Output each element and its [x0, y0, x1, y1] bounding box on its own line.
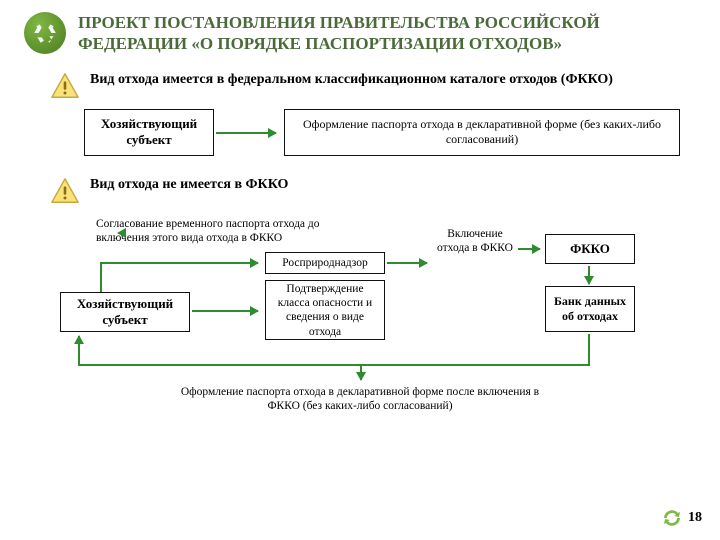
- page-number-badge: 18: [660, 506, 702, 530]
- node-confirm: Подтверждение класса опасности и сведени…: [265, 280, 385, 340]
- node-temp-passport: Согласование временного паспорта отхода …: [90, 214, 340, 248]
- node-bank: Банк данных об отходах: [545, 286, 635, 332]
- arrow-subject-to-passport: [216, 132, 276, 134]
- edge: [360, 364, 362, 380]
- section-fkko-present: Вид отхода имеется в федеральном классиф…: [0, 63, 720, 161]
- edge: [518, 248, 540, 250]
- edge: [588, 334, 590, 364]
- edge: [588, 266, 590, 284]
- node-final: Оформление паспорта отхода в декларативн…: [170, 382, 550, 416]
- node-subject-2: Хозяйствующий субъект: [60, 292, 190, 332]
- edge: [192, 310, 258, 312]
- edge: [78, 364, 590, 366]
- edge: [78, 336, 80, 364]
- box-subject-1: Хозяйствующий субъект: [84, 109, 214, 157]
- page-number: 18: [688, 510, 702, 526]
- section2-title: Вид отхода не имеется в ФККО: [90, 174, 288, 194]
- box-passport-1: Оформление паспорта отхода в декларативн…: [284, 109, 680, 157]
- node-rospn: Росприроднадзор: [265, 252, 385, 274]
- recycle-arrows-icon: [660, 506, 684, 530]
- edge: [387, 262, 427, 264]
- flowchart: Согласование временного паспорта отхода …: [60, 214, 680, 434]
- section-fkko-absent: Вид отхода не имеется в ФККО Согласовани…: [0, 160, 720, 438]
- recycle-icon: [24, 12, 66, 54]
- node-fkko: ФККО: [545, 234, 635, 264]
- edge: [100, 262, 102, 292]
- edge: [100, 262, 258, 264]
- node-include: Включение отхода в ФККО: [430, 214, 520, 268]
- page-title: ПРОЕКТ ПОСТАНОВЛЕНИЯ ПРАВИТЕЛЬСТВА РОССИ…: [78, 12, 696, 55]
- warning-icon: [50, 71, 80, 101]
- warning-icon: [50, 176, 80, 206]
- section1-title: Вид отхода имеется в федеральном классиф…: [90, 69, 613, 89]
